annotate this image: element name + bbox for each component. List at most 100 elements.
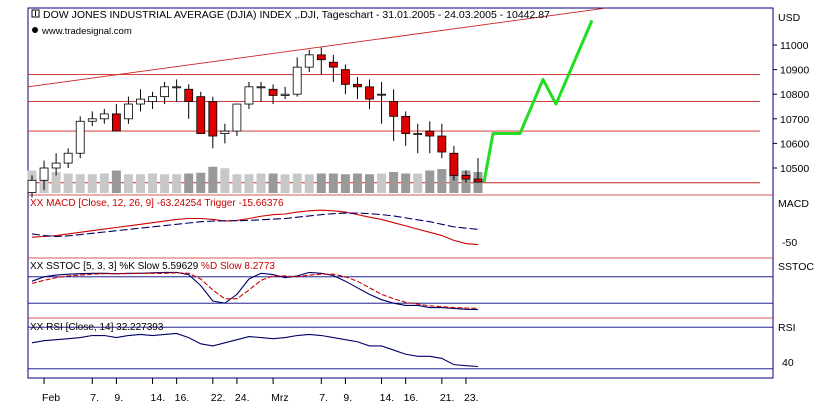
y-tick-label: 10600 [780,138,809,150]
volume-bar [280,174,290,193]
candle-body [124,103,133,120]
volume-bar [316,173,326,193]
x-tick-label: 9. [343,392,352,404]
candle-body [377,93,386,96]
candle-body [111,113,121,132]
candle-body [365,86,374,100]
volume-bar [196,172,206,193]
x-tick-label: 7. [90,392,99,404]
candle-body [401,115,411,134]
volume-bar [328,173,338,193]
volume-bar [87,174,97,193]
volume-bar [413,173,423,193]
y-tick-label: 11000 [780,40,809,52]
sstoc-k-series [31,271,479,311]
candle-body [39,167,49,181]
candle-body [244,86,254,105]
candle-body [461,174,471,180]
y-tick-label: 10500 [780,163,809,175]
candle-body [389,101,399,117]
candle-body [353,83,362,88]
volume-bar [111,170,121,193]
volume-bar [220,168,230,193]
rsi-tick: 40 [782,357,794,369]
x-tick-label: 16. [175,392,190,404]
volume-bar [208,166,218,193]
volume-bar [437,169,447,193]
rsi-side-label: RSI [778,322,796,334]
y-tick-label: 10700 [780,114,809,126]
candle-body [425,130,435,137]
projection-line [482,19,594,183]
candle-body [99,113,109,120]
volume-bar [135,174,145,193]
volume-bar [184,173,194,193]
x-tick-label: 7. [319,392,328,404]
candle-body [51,162,61,169]
x-axis: Feb 7. 9. 14. 16. 22. 24. Mrz 7. 9. 14. 16. 21. 23. [42,378,479,404]
candle-body [208,101,218,137]
volume-bar [377,173,387,193]
volume-bar [160,174,170,193]
x-tick-label: 24. [235,392,250,404]
sstoc-side-label: SSTOC [778,261,814,273]
candle-body [232,103,242,132]
candle-body [268,88,278,96]
candle-body [184,88,194,102]
y-tick-label: 10900 [780,65,809,77]
candle-body [87,118,97,122]
volume-bar [63,173,73,193]
volume-bar [292,173,302,193]
volume-bar [256,173,266,193]
candles [27,47,483,198]
candle-body [449,152,459,176]
x-tick-label: 21. [440,392,455,404]
volume-bar [244,174,254,193]
x-tick-label: 14. [151,392,166,404]
currency-label: USD [778,12,801,24]
sstoc-label: XX SSTOC [5, 3, 3] %K Slow 5.59629 %D Sl… [30,261,275,272]
rsi-label: XX RSI [Close, 14] 32.227393 [30,322,164,333]
macd-series [31,209,479,246]
volume-bar [340,174,350,193]
bullet-icon [32,27,38,33]
x-tick-label: 16. [404,392,419,404]
candle-body [256,86,266,89]
candle-body [27,179,37,194]
candle-body [75,120,85,154]
candle-body [341,69,350,85]
candle-body [473,178,483,183]
volume-bar [99,173,109,193]
candle-body [196,96,206,134]
candle-body [280,93,290,96]
x-tick-label: Feb [42,392,60,404]
candle-body [63,152,73,164]
volume-bar [51,172,61,193]
volume-bar [425,170,435,193]
indicator-lines [28,209,773,370]
volume-bar [75,174,85,193]
y-tick-label: 10800 [780,89,809,101]
x-tick-label: 9. [114,392,123,404]
candle-body [292,66,302,95]
candle-body [328,61,338,68]
volume-bar [232,174,242,193]
candle-body [160,86,169,98]
macd-trigger-series [31,212,479,238]
volume-bar [401,173,411,193]
macd-tick: -50 [782,237,797,249]
chart-title: DOW JONES INDUSTRIAL AVERAGE (DJIA) INDE… [43,9,550,21]
macd-side-label: MACD [778,198,809,210]
x-tick-label: 14. [380,392,395,404]
candle-body [148,96,157,102]
volume-bar [365,174,375,193]
volume-bar [123,174,133,193]
volume-bar [304,174,314,193]
candle-body [220,130,230,134]
projection-series [482,19,594,183]
candle-body [136,98,145,105]
volume-bar [352,173,362,193]
volume-bar [268,173,278,193]
